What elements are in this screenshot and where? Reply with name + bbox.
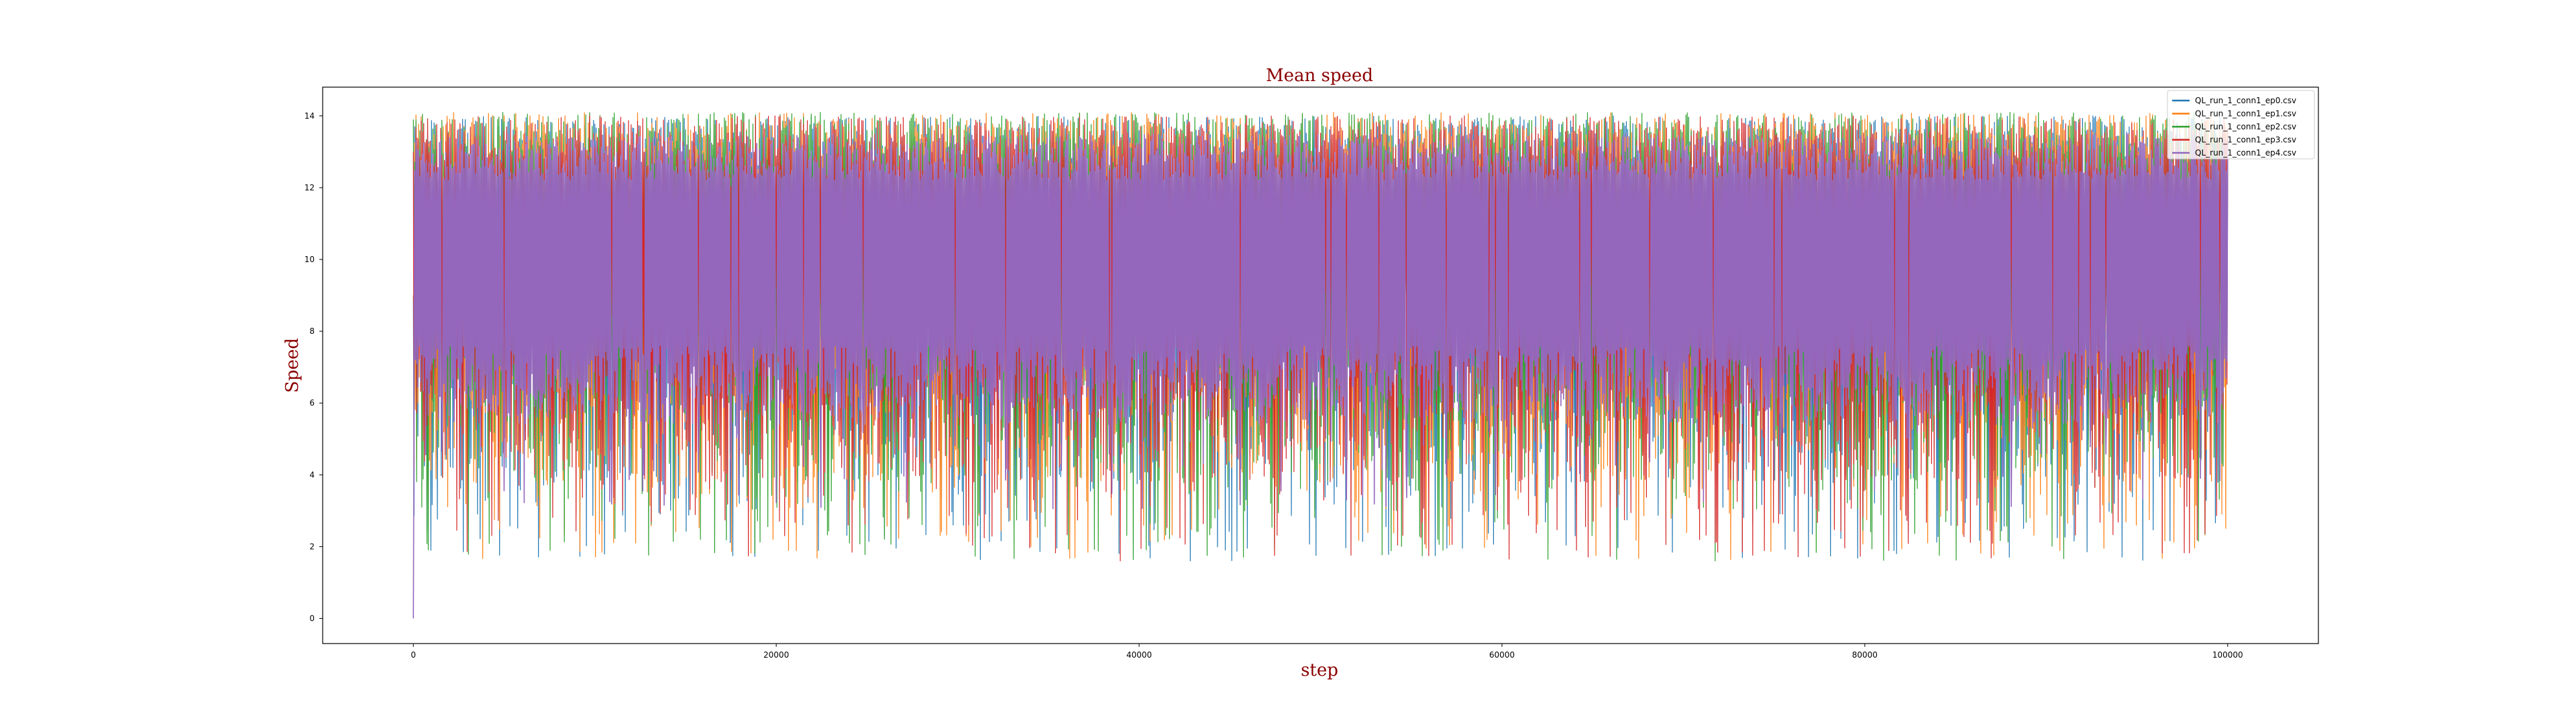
series-layer <box>413 111 2229 619</box>
y-axis-label: Speed <box>282 338 303 393</box>
x-tick-label: 0 <box>411 650 416 660</box>
plot-frame <box>322 86 2319 644</box>
x-tick-label: 40000 <box>1126 650 1152 660</box>
y-tick-label: 6 <box>309 398 315 408</box>
x-tick-label: 100000 <box>2212 650 2243 660</box>
y-axis-ticks: 0 2 4 6 8 10 12 14 <box>305 111 323 623</box>
y-tick-label: 0 <box>309 614 315 623</box>
y-tick-label: 12 <box>305 183 315 192</box>
legend-label: QL_run_1_conn1_ep2.csv <box>2195 122 2296 131</box>
x-tick-label: 80000 <box>1852 650 1878 660</box>
legend: QL_run_1_conn1_ep0.csv QL_run_1_conn1_ep1… <box>2167 90 2315 160</box>
series-line-ep4 <box>413 133 2229 619</box>
y-tick-label: 2 <box>309 542 315 551</box>
legend-label: QL_run_1_conn1_ep0.csv <box>2195 96 2296 105</box>
x-tick-label: 60000 <box>1489 650 1515 660</box>
x-axis-label: step <box>1301 660 1338 680</box>
y-tick-label: 4 <box>309 470 315 479</box>
x-tick-label: 20000 <box>763 650 789 660</box>
legend-label: QL_run_1_conn1_ep3.csv <box>2195 135 2296 145</box>
legend-box <box>2167 90 2315 160</box>
y-tick-label: 10 <box>305 255 315 264</box>
legend-label: QL_run_1_conn1_ep1.csv <box>2195 109 2296 119</box>
chart-title: Mean speed <box>1266 66 1373 86</box>
x-axis-ticks: 0 20000 40000 60000 80000 100000 <box>411 644 2243 660</box>
y-tick-label: 8 <box>309 326 315 336</box>
y-tick-label: 14 <box>305 111 315 121</box>
legend-label: QL_run_1_conn1_ep4.csv <box>2195 148 2296 158</box>
